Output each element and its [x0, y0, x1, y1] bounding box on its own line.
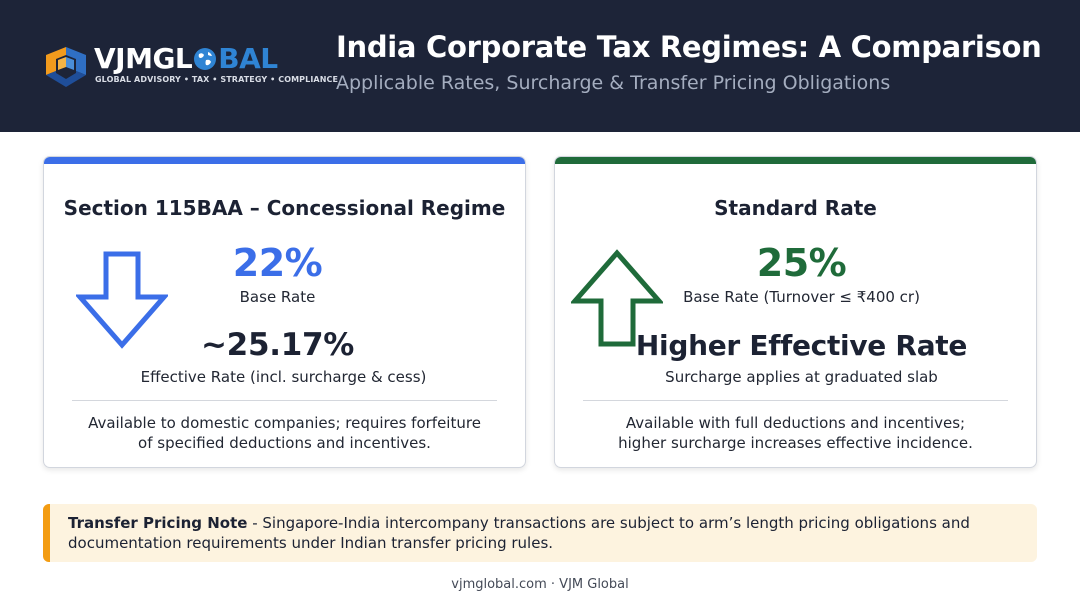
card-divider [72, 400, 497, 401]
globe-icon [194, 48, 217, 70]
brand-wordmark: VJMGL BAL [94, 42, 278, 76]
arrow-down-icon [76, 251, 168, 349]
transfer-pricing-heading: Transfer Pricing Note [68, 514, 248, 532]
brand-name-part2: BAL [218, 42, 278, 75]
card-divider [583, 400, 1008, 401]
effective-rate-value: ~25.17% [201, 327, 354, 363]
concessional-regime-card: Section 115BAA – Concessional Regime 22%… [43, 156, 526, 468]
card-note: Available with full deductions and incen… [555, 413, 1036, 453]
note-accent-bar [43, 504, 50, 562]
card-accent-bar [555, 157, 1036, 164]
page-title: India Corporate Tax Regimes: A Compariso… [336, 30, 1042, 64]
card-note-line-2: of specified deductions and incentives. [138, 434, 431, 452]
header-banner: VJMGL BAL GLOBAL ADVISORY • TAX • STRATE… [0, 0, 1080, 132]
effective-rate-label: Surcharge applies at graduated slab [665, 368, 938, 386]
card-note-line-1: Available with full deductions and incen… [625, 414, 966, 432]
card-note-line-2: higher surcharge increases effective inc… [618, 434, 973, 452]
brand-tagline: GLOBAL ADVISORY • TAX • STRATEGY • COMPL… [95, 75, 339, 84]
brand-logo[interactable]: VJMGL BAL GLOBAL ADVISORY • TAX • STRATE… [42, 42, 338, 92]
arrow-up-icon [571, 249, 663, 347]
base-rate-value: 22% [232, 241, 323, 285]
base-rate-value: 25% [756, 241, 847, 285]
card-accent-bar [44, 157, 525, 164]
card-title: Section 115BAA – Concessional Regime [63, 196, 506, 220]
card-note: Available to domestic companies; require… [44, 413, 525, 453]
effective-rate-value: Higher Effective Rate [635, 329, 968, 362]
card-note-line-1: Available to domestic companies; require… [88, 414, 481, 432]
footer-credit[interactable]: vjmglobal.com · VJM Global [451, 577, 629, 592]
page-subtitle: Applicable Rates, Surcharge & Transfer P… [336, 72, 891, 94]
transfer-pricing-note: Transfer Pricing Note - Singapore-India … [43, 504, 1037, 562]
brand-name-part1: VJMGL [94, 42, 193, 75]
transfer-pricing-text: Transfer Pricing Note - Singapore-India … [68, 513, 1028, 553]
cube-logo-icon [46, 47, 86, 87]
effective-rate-label: Effective Rate (incl. surcharge & cess) [140, 368, 427, 386]
transfer-pricing-body: - Singapore-India intercompany transacti… [68, 514, 970, 552]
card-title: Standard Rate [714, 196, 877, 220]
base-rate-label: Base Rate (Turnover ≤ ₹400 cr) [683, 288, 920, 306]
base-rate-label: Base Rate [239, 288, 316, 306]
standard-rate-card: Standard Rate 25% Base Rate (Turnover ≤ … [554, 156, 1037, 468]
